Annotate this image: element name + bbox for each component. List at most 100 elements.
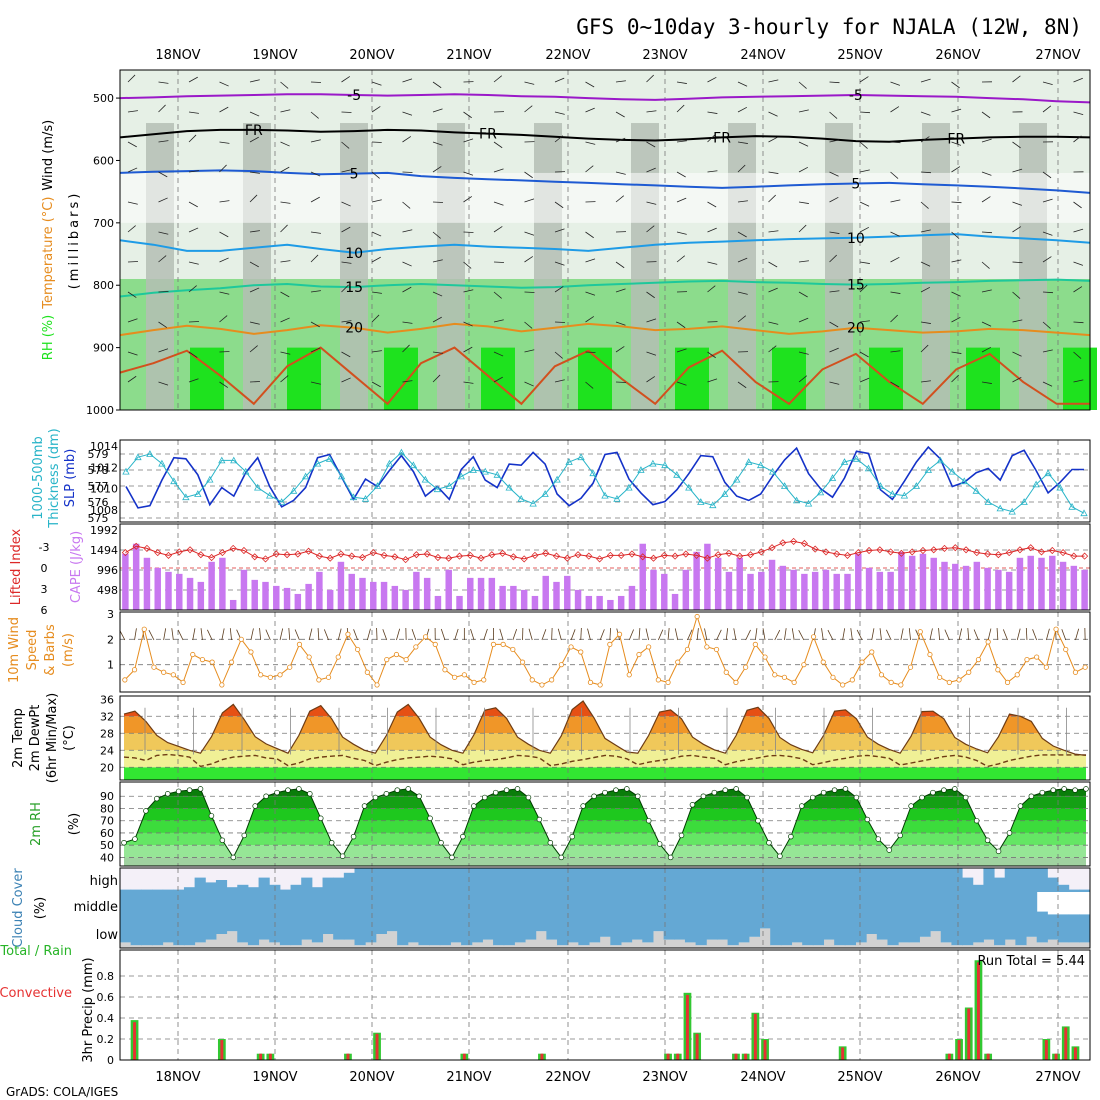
cloud-bar	[1004, 892, 1016, 920]
cloud-bar	[983, 892, 995, 920]
rh-marker	[285, 787, 291, 793]
li-marker	[897, 549, 905, 557]
wind10m-marker	[209, 659, 215, 665]
cloud-bar	[354, 892, 366, 920]
cloud-bar	[173, 892, 185, 920]
li-marker	[984, 550, 992, 558]
precip-convective-bar	[685, 994, 689, 1060]
thickness-marker	[888, 490, 897, 497]
li-marker	[261, 555, 270, 563]
rh-marker	[995, 848, 1002, 855]
cape-bar	[1016, 557, 1024, 610]
li-marker	[1081, 552, 1089, 560]
cape-bar	[122, 553, 129, 610]
thickness-marker	[158, 459, 166, 467]
precip-convective-bar	[1064, 1027, 1068, 1060]
rh-marker	[121, 839, 127, 846]
rh-dry-column	[437, 123, 465, 410]
cape-bar	[801, 573, 808, 610]
wind-barb	[371, 231, 382, 237]
wind10m-marker	[646, 644, 652, 650]
cape-bar	[1049, 555, 1056, 610]
cloud-bar	[962, 945, 974, 948]
wind10m-marker	[510, 646, 516, 653]
thickness-marker	[637, 466, 645, 473]
bottom-date-axis: 18NOV 19NOV 20NOV 21NOV 22NOV 23NOV 24NOV 25NOV…	[155, 1070, 1080, 1085]
wind10m-ylabel-line: 10m Wind	[7, 617, 22, 683]
thickness-marker	[733, 475, 741, 483]
wind-barb	[463, 196, 473, 203]
wind-barb	[402, 111, 413, 116]
cloud-bar	[930, 931, 942, 948]
wind10m-marker	[917, 629, 923, 635]
wind-barb	[432, 291, 443, 297]
wind-barb	[737, 164, 746, 173]
li-marker	[606, 551, 614, 559]
wind-barb	[890, 231, 900, 237]
cloud-bar	[940, 942, 952, 948]
wind-barb	[524, 171, 533, 179]
pressure-tick-label: 700	[93, 217, 114, 230]
wind-barb	[707, 201, 717, 208]
wind-barb	[493, 75, 503, 83]
thickness-marker	[469, 466, 477, 473]
wind-barb	[615, 195, 625, 203]
rh-tick-label: 90	[100, 790, 114, 803]
thickness-marker	[960, 477, 968, 485]
cape-bar	[273, 585, 280, 610]
rh-marker	[350, 833, 357, 840]
wind10m-marker	[306, 654, 312, 660]
cloud-bar	[748, 892, 761, 920]
top-date-label: 25NOV	[837, 48, 882, 63]
wind-barb	[249, 381, 261, 383]
cloud-bar	[631, 920, 643, 940]
cape-bar	[941, 561, 948, 610]
rh-marker	[1061, 786, 1067, 792]
wind-barb	[463, 261, 472, 269]
li-marker	[660, 551, 668, 559]
rh-marker	[1017, 803, 1024, 809]
temp-band	[124, 701, 1086, 717]
wind10m-barb	[470, 628, 475, 641]
cloud-bar	[1047, 877, 1059, 892]
wind-barb	[768, 111, 778, 117]
wind-barb	[981, 321, 992, 327]
thickness-marker	[421, 475, 430, 483]
wind-barb	[676, 81, 687, 84]
cloud-bar	[930, 892, 942, 920]
wind-barb	[280, 201, 291, 204]
cloud-bar	[844, 868, 856, 892]
cape-bar	[165, 571, 172, 610]
wind-barb	[1042, 231, 1053, 236]
wind-barb	[219, 106, 229, 113]
wind-barb	[402, 261, 412, 267]
li-marker	[714, 551, 722, 559]
wind-barb	[768, 287, 778, 293]
temp-band	[124, 733, 1086, 751]
cloud-bar	[898, 920, 910, 943]
wind-barb	[219, 141, 230, 144]
cloud-bar	[130, 892, 142, 920]
wind10m-marker	[374, 682, 380, 688]
wind-barb	[646, 351, 657, 356]
cloud-bar	[1036, 868, 1048, 892]
slp-tick-label: 1010	[90, 483, 118, 496]
wind-barb	[676, 381, 687, 386]
li-marker	[455, 552, 464, 560]
cloud-bar	[429, 945, 441, 948]
cloud-bar	[780, 892, 793, 920]
cloud-bar	[642, 920, 654, 943]
cloud-bar	[770, 868, 782, 892]
cloud-bar	[663, 868, 675, 892]
rh-dry-column	[631, 123, 659, 410]
cloud-bar	[1068, 889, 1080, 892]
cape-bar	[348, 573, 355, 610]
precip-convective-bar	[666, 1053, 670, 1060]
thickness-marker	[301, 472, 310, 480]
rh-marker	[154, 795, 160, 802]
li-marker	[649, 554, 658, 562]
cloud-bar	[450, 868, 462, 892]
wind10m-barb	[628, 629, 634, 641]
cape-bar	[865, 567, 873, 610]
wind10m-marker	[733, 679, 739, 686]
